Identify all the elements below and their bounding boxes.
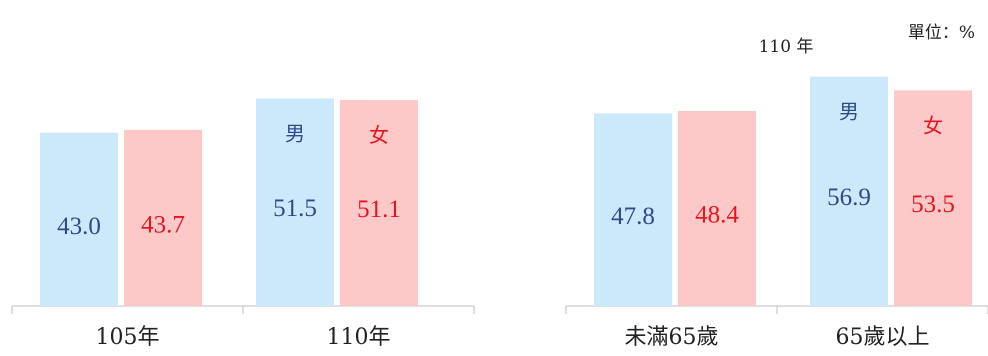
bar-male — [40, 132, 118, 306]
data-label-female: 48.4 — [695, 202, 739, 229]
bar-female — [124, 129, 202, 306]
category-label: 110年 — [327, 325, 391, 350]
data-label-male: 51.5 — [273, 195, 317, 222]
category-label: 105年 — [96, 325, 160, 350]
bar-female — [340, 100, 418, 306]
legend-female: 女 — [923, 113, 943, 137]
data-label-male: 47.8 — [611, 203, 655, 230]
data-label-male: 43.0 — [57, 213, 101, 240]
category-label: 65歲以上 — [836, 325, 930, 350]
legend-male: 男 — [839, 100, 859, 124]
bar-female — [894, 90, 972, 307]
legend-male: 男 — [285, 121, 305, 145]
bar-female — [678, 110, 756, 306]
bar-male — [256, 98, 334, 306]
data-label-female: 51.1 — [357, 196, 401, 223]
data-label-female: 43.7 — [141, 211, 185, 238]
chart-panel-year: 105年 43.0 43.7 110年 51.5 男 51.1 女 — [11, 98, 475, 350]
legend-female: 女 — [369, 123, 389, 147]
category-label: 未滿65歲 — [625, 325, 719, 350]
data-label-male: 56.9 — [827, 184, 871, 211]
bar-male — [594, 113, 672, 306]
data-label-female: 53.5 — [911, 191, 955, 218]
bar-male — [810, 76, 888, 307]
unit-label: 單位：% — [908, 23, 975, 43]
panel-title: 110 年 — [759, 37, 814, 57]
